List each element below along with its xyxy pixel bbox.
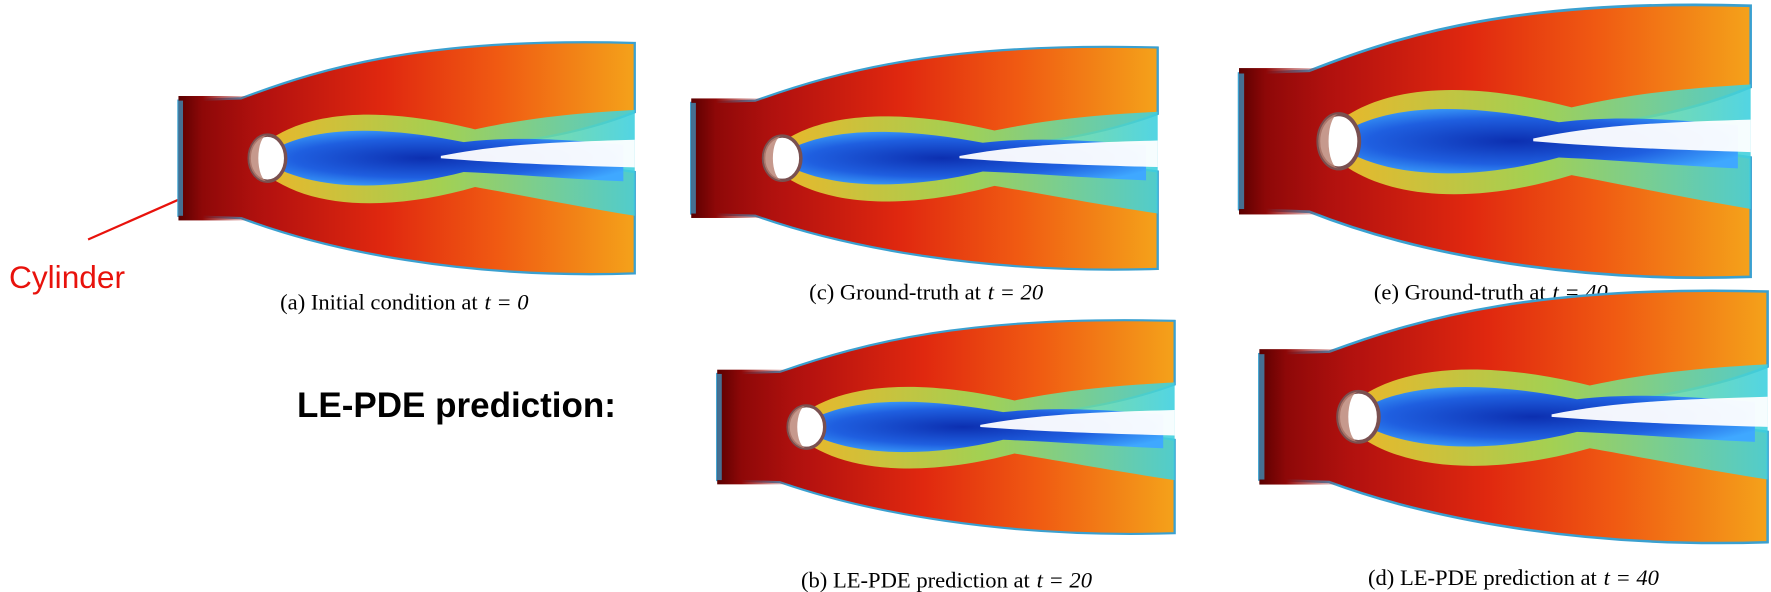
figure: Cylinder LE-PDE prediction: (a) Initial … [0, 0, 1771, 592]
caption-math: t = 20 [1037, 567, 1092, 592]
flow-image [1259, 291, 1767, 543]
flow-image [717, 320, 1174, 534]
caption-math: t = 0 [484, 290, 528, 315]
caption-math: t = 20 [988, 279, 1043, 304]
inlet [1259, 349, 1348, 484]
inlet [178, 96, 258, 220]
inlet-edge [691, 103, 696, 214]
caption-text: (d) LE-PDE prediction at [1368, 565, 1598, 590]
caption-math: t = 40 [1604, 565, 1659, 590]
caption-text: (a) Initial condition at [280, 290, 478, 315]
inlet [691, 98, 773, 218]
inlet-edge [178, 101, 183, 216]
inlet-edge [717, 374, 722, 480]
flow-image [178, 42, 634, 274]
caption-text: (c) Ground-truth at [809, 279, 982, 304]
flow-image [691, 47, 1157, 270]
inlet [717, 370, 797, 485]
inlet-edge [1239, 73, 1244, 209]
flow-image [1239, 5, 1751, 278]
caption-text: (b) LE-PDE prediction at [801, 567, 1031, 592]
annotation: Cylinder [9, 259, 125, 295]
page: {"figure": { "annotation": "Cylinder", "… [0, 0, 1771, 592]
inlet [1239, 68, 1329, 214]
row-label: LE-PDE prediction: [297, 386, 616, 425]
caption-text: (e) Ground-truth at [1374, 279, 1547, 304]
inlet-edge [1259, 354, 1264, 479]
